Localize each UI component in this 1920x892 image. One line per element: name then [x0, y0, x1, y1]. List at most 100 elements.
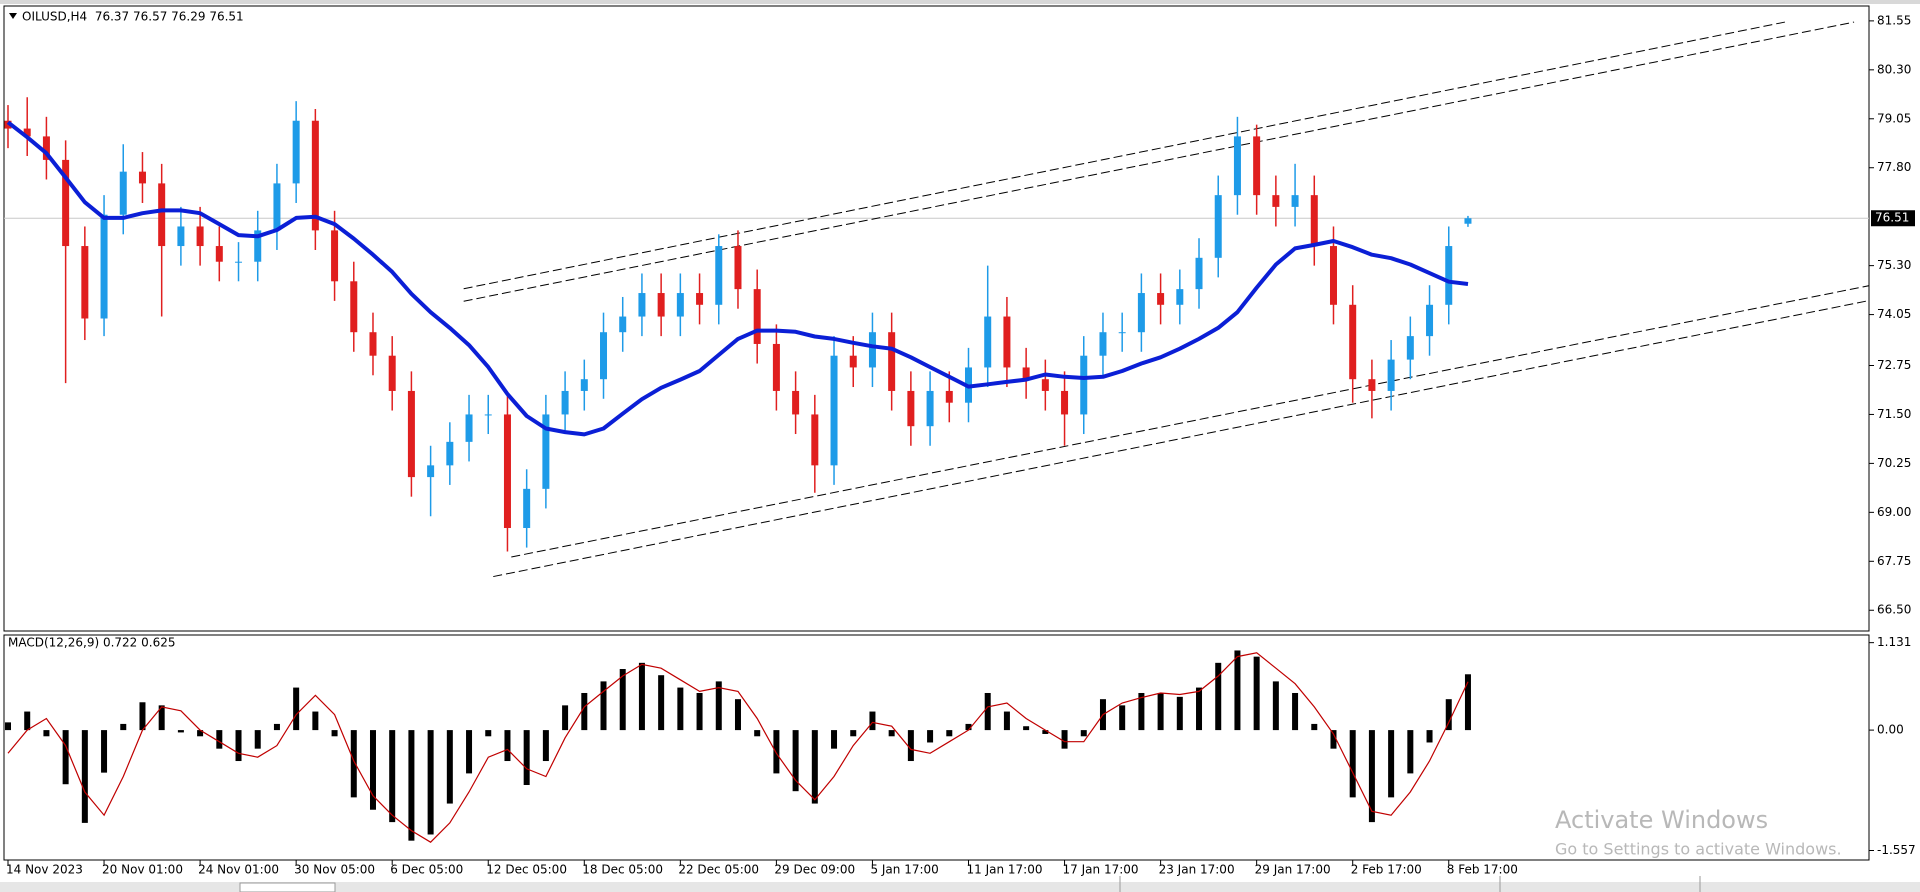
- y-tick-label: 69.00: [1877, 505, 1911, 519]
- macd-bar: [1196, 687, 1203, 731]
- candle-body: [1310, 195, 1318, 247]
- macd-bar: [504, 730, 511, 762]
- tab[interactable]: [239, 882, 336, 892]
- candle-body: [369, 332, 377, 356]
- macd-bar: [984, 692, 991, 731]
- x-tick-label: 14 Nov 2023: [6, 863, 83, 877]
- macd-header: MACD(12,26,9) 0.722 0.625: [8, 636, 175, 650]
- signal-line: [7, 652, 1469, 843]
- macd-bar: [946, 730, 953, 737]
- tab-bar: [0, 882, 1920, 892]
- candle-body: [830, 355, 838, 466]
- candle-body: [1041, 379, 1049, 391]
- candle-body: [580, 379, 588, 391]
- macd-bar: [638, 662, 645, 731]
- macd-bar: [1330, 730, 1337, 749]
- candle-body: [158, 183, 166, 247]
- macd-bar: [446, 730, 453, 804]
- macd-bar: [754, 730, 761, 737]
- candle-body: [926, 390, 934, 427]
- macd-bar: [696, 692, 703, 731]
- y-tick-label: 79.05: [1877, 111, 1911, 125]
- macd-bar: [485, 730, 492, 737]
- candle-body: [619, 316, 627, 333]
- macd-bar: [523, 730, 530, 785]
- macd-bar: [734, 699, 741, 731]
- macd-bar: [293, 687, 300, 731]
- x-tick-label: 23 Jan 17:00: [1159, 863, 1235, 877]
- x-tick-label: 18 Dec 05:00: [582, 863, 663, 877]
- candle-body: [945, 390, 953, 403]
- candle-body: [388, 355, 396, 391]
- macd-bar: [158, 705, 165, 731]
- x-tick-label: 29 Dec 09:00: [774, 863, 855, 877]
- candle-body: [119, 171, 127, 215]
- macd-bar: [542, 730, 549, 762]
- x-tick-label: 12 Dec 05:00: [486, 863, 567, 877]
- candle-body: [81, 246, 89, 319]
- candle-body: [868, 332, 876, 368]
- candle-body: [1099, 332, 1107, 356]
- macd-bar: [216, 730, 223, 749]
- y-tick-label: 1.131: [1877, 635, 1911, 649]
- macd-bar: [715, 681, 722, 731]
- y-tick-label: 80.30: [1877, 62, 1911, 76]
- candle-body: [1022, 367, 1030, 380]
- candle-body: [561, 390, 569, 415]
- candle-body: [715, 246, 723, 305]
- macd-bar: [1138, 692, 1145, 731]
- candle-body: [1080, 355, 1088, 415]
- macd-bar: [408, 730, 415, 841]
- macd-bar: [927, 730, 934, 743]
- candle-body: [984, 316, 992, 368]
- macd-bar: [619, 669, 626, 731]
- y-tick-label: 66.50: [1877, 603, 1911, 617]
- channel-line: [511, 285, 1869, 558]
- candle-body: [292, 120, 300, 184]
- y-tick-label: 71.50: [1877, 407, 1911, 421]
- y-tick-label: -1.557: [1877, 843, 1916, 857]
- candle-body: [1291, 195, 1299, 207]
- macd-bar: [389, 730, 396, 823]
- macd-bar: [907, 730, 914, 762]
- candle-body: [734, 246, 742, 290]
- candle-body: [215, 246, 223, 262]
- top-bar: [0, 0, 1920, 4]
- candle-body: [888, 332, 896, 391]
- candle-body: [523, 488, 531, 529]
- macd-bar: [1061, 730, 1068, 749]
- macd-bar: [1119, 705, 1126, 731]
- x-tick-label: 22 Dec 05:00: [678, 863, 759, 877]
- candle-body: [465, 414, 473, 442]
- macd-bar: [5, 722, 11, 731]
- macd-bar: [369, 730, 376, 810]
- candle-body: [1329, 246, 1337, 305]
- candle-body: [1195, 257, 1203, 290]
- x-tick-label: 17 Jan 17:00: [1063, 863, 1139, 877]
- macd-bar: [120, 723, 127, 731]
- macd-bar: [350, 730, 357, 798]
- candle-body: [23, 128, 31, 137]
- current-price-label: 76.51: [1875, 211, 1909, 225]
- candle-body: [1214, 195, 1222, 258]
- y-tick-label: 67.75: [1877, 554, 1911, 568]
- macd-bar: [581, 692, 588, 731]
- y-tick-label: 81.55: [1877, 13, 1911, 27]
- collapse-icon[interactable]: [9, 13, 17, 19]
- channel-line: [463, 21, 1786, 290]
- candle-body: [1061, 390, 1069, 415]
- candle-body: [273, 183, 281, 231]
- macd-bar: [562, 705, 569, 731]
- macd-bar: [1272, 681, 1279, 731]
- macd-bar: [254, 730, 261, 749]
- macd-bar: [1253, 656, 1260, 731]
- current-price-box: [1871, 210, 1915, 227]
- candle-body: [1406, 336, 1414, 360]
- macd-bar: [1176, 696, 1183, 731]
- candle-body: [792, 390, 800, 415]
- x-tick-label: 30 Nov 05:00: [294, 863, 375, 877]
- macd-bar: [1388, 730, 1395, 798]
- macd-bar: [1003, 711, 1010, 731]
